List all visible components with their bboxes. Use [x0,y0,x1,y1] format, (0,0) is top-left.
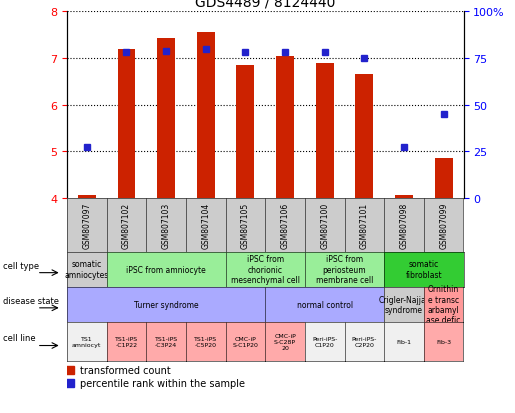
Bar [236,66,254,198]
Bar [316,64,334,198]
Text: GSM807101: GSM807101 [360,202,369,248]
Bar [157,39,175,198]
Text: Peri-iPS-
C1P20: Peri-iPS- C1P20 [312,336,337,347]
Bar [117,50,135,198]
Text: Ornithin
e transc
arbamyl
ase defic: Ornithin e transc arbamyl ase defic [426,285,461,325]
Text: GSM807102: GSM807102 [122,202,131,248]
Text: GSM807098: GSM807098 [400,202,408,248]
Bar [355,75,373,198]
Text: Peri-iPS-
C2P20: Peri-iPS- C2P20 [352,336,377,347]
Text: iPSC from
chorionic
mesenchymal cell: iPSC from chorionic mesenchymal cell [231,255,300,284]
Text: cell type: cell type [3,261,40,271]
Text: GSM807100: GSM807100 [320,202,329,248]
Text: Fib-1: Fib-1 [397,339,411,344]
Text: Crigler-Najjar
syndrome: Crigler-Najjar syndrome [379,295,430,314]
Bar [395,196,413,198]
Text: Turner syndrome: Turner syndrome [134,300,198,309]
Bar [197,33,215,198]
Text: somatic
amniocytes: somatic amniocytes [65,260,109,279]
Text: GSM807097: GSM807097 [82,202,91,248]
Bar [435,159,453,198]
Text: transformed count: transformed count [80,365,171,375]
Bar [78,196,96,198]
Text: cell line: cell line [3,333,36,342]
Text: GSM807106: GSM807106 [281,202,289,248]
Text: iPSC from
periosteum
membrane cell: iPSC from periosteum membrane cell [316,255,373,284]
Text: percentile rank within the sample: percentile rank within the sample [80,378,246,388]
Text: TS1
amniocyt: TS1 amniocyt [72,336,101,347]
Text: TS1-iPS
-C1P22: TS1-iPS -C1P22 [115,336,138,347]
Title: GDS4489 / 8124440: GDS4489 / 8124440 [195,0,335,10]
Bar [276,57,294,198]
Text: CMC-iP
S-C28P
20: CMC-iP S-C28P 20 [274,333,296,350]
Text: TS1-iPS
-C5P20: TS1-iPS -C5P20 [194,336,217,347]
Text: GSM807104: GSM807104 [201,202,210,248]
Text: GSM807099: GSM807099 [439,202,448,248]
Text: CMC-iP
S-C1P20: CMC-iP S-C1P20 [232,336,259,347]
Text: iPSC from amniocyte: iPSC from amniocyte [126,265,206,274]
Text: somatic
fibroblast: somatic fibroblast [405,260,442,279]
Text: normal control: normal control [297,300,353,309]
Text: GSM807103: GSM807103 [162,202,170,248]
Text: Fib-3: Fib-3 [436,339,451,344]
Text: GSM807105: GSM807105 [241,202,250,248]
Text: disease state: disease state [3,297,59,306]
Text: TS1-iPS
-C3P24: TS1-iPS -C3P24 [154,336,178,347]
